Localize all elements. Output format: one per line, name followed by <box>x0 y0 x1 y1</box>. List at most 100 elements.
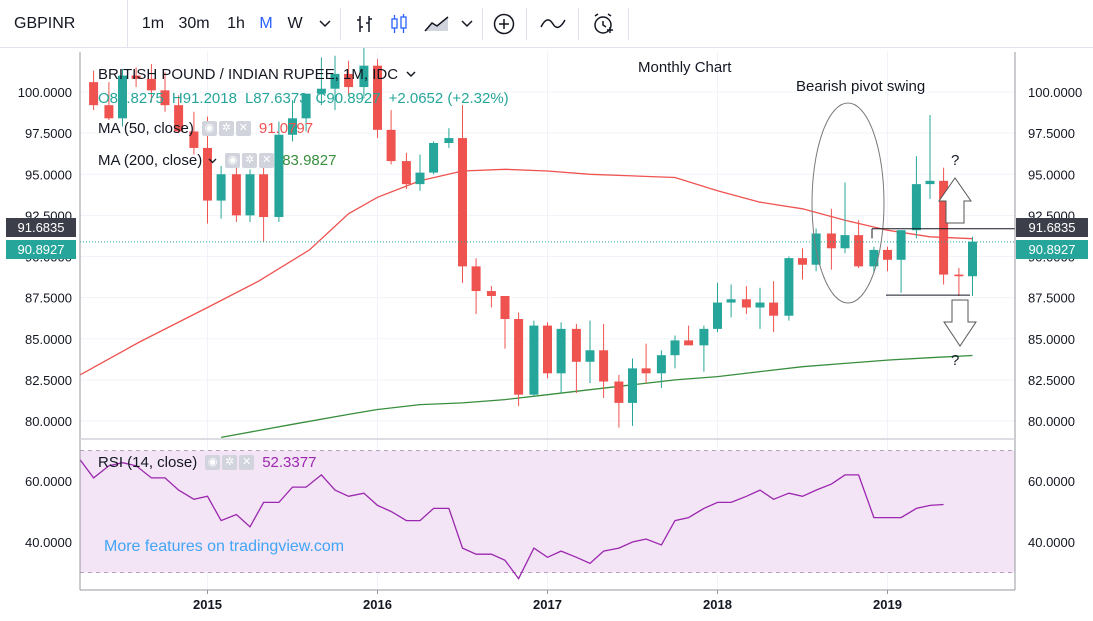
gear-icon[interactable]: ✲ <box>222 455 238 470</box>
symbol-legend: BRITISH POUND / INDIAN RUPEE, 1M, IDC <box>98 65 416 83</box>
arrow-down-icon <box>943 299 977 347</box>
candle-body <box>968 241 977 277</box>
eye-icon[interactable]: ◉ <box>225 152 241 168</box>
close-icon[interactable]: ✕ <box>259 152 275 168</box>
price-tick-left: 80.0000 <box>25 414 72 429</box>
candle-body <box>344 73 354 88</box>
ma50-value: 91.0797 <box>258 120 314 137</box>
ohlc-high: H91.2018 <box>171 90 237 107</box>
candle <box>713 282 722 333</box>
candle <box>146 64 156 102</box>
chevron-down-icon[interactable] <box>406 65 416 83</box>
annotations <box>80 102 1015 347</box>
interval-month[interactable]: M <box>259 14 273 32</box>
candle-body <box>755 302 765 308</box>
candle <box>670 335 680 369</box>
time-tick-label: 2018 <box>703 597 732 612</box>
symbol-search[interactable]: GBPINR <box>0 0 128 47</box>
indicators-icon[interactable] <box>534 0 572 47</box>
rsi-line <box>79 459 944 580</box>
chevron-down-icon[interactable] <box>456 0 478 47</box>
candle-body <box>259 174 269 218</box>
eye-icon[interactable]: ◉ <box>205 455 221 470</box>
candle <box>316 57 326 106</box>
candle-body <box>231 174 241 216</box>
interval-1m[interactable]: 1m <box>141 14 165 32</box>
gear-icon[interactable]: ✲ <box>242 152 258 168</box>
candle <box>245 169 255 222</box>
price-tick-left: 97.5000 <box>25 126 72 141</box>
close-icon[interactable]: ✕ <box>235 121 251 136</box>
rsi-levels <box>80 450 1015 573</box>
candle <box>330 55 340 111</box>
candle <box>160 72 170 112</box>
interval-week[interactable]: W <box>287 14 303 32</box>
candle <box>500 295 510 349</box>
price-tick-left: 82.5000 <box>25 373 72 388</box>
candle <box>769 281 779 333</box>
candle <box>458 105 467 283</box>
eye-icon[interactable]: ◉ <box>201 121 217 136</box>
question-down: ? <box>951 352 960 369</box>
area-icon[interactable] <box>420 0 454 47</box>
candle <box>854 220 864 269</box>
price-tick-right: 95.0000 <box>1028 167 1075 182</box>
candle <box>543 322 552 379</box>
candle-body <box>954 274 964 277</box>
candle <box>869 246 879 273</box>
gear-icon[interactable]: ✲ <box>218 121 234 136</box>
time-tick-label: 2019 <box>873 597 902 612</box>
candle <box>826 208 836 270</box>
candle-body <box>529 325 539 395</box>
ma50-legend: MA (50, close) ◉ ✲ ✕ 91.0797 <box>98 120 313 137</box>
alert-clock-icon[interactable] <box>586 0 620 47</box>
candle-body <box>444 138 454 143</box>
candles-icon[interactable] <box>384 0 414 47</box>
candle <box>344 60 354 96</box>
symbol-title: BRITISH POUND / INDIAN RUPEE, 1M, IDC <box>98 65 399 83</box>
candle-body <box>486 291 496 296</box>
candle <box>896 230 906 293</box>
bar-style-icon[interactable] <box>348 0 382 47</box>
chevron-down-icon[interactable] <box>314 0 336 47</box>
candle <box>726 284 736 318</box>
price-tick-right: 97.5000 <box>1028 126 1075 141</box>
candle <box>104 82 114 120</box>
candle-body <box>854 235 864 267</box>
candle-body <box>274 134 284 218</box>
chart-canvas[interactable]: 100.0000 100.0000 97.5000 97.5000 95.0000 95.… <box>0 48 1093 621</box>
tradingview-watermark[interactable]: More features on tradingview.com <box>104 538 345 555</box>
candle <box>89 70 99 111</box>
last-price-tag-left: 90.8927 <box>6 240 76 259</box>
candle <box>386 110 396 165</box>
candle-body <box>896 230 906 260</box>
ma200-value: 83.9827 <box>282 151 337 169</box>
candle-body <box>301 93 311 119</box>
candle-body <box>146 78 156 91</box>
candle <box>231 162 241 222</box>
candle <box>585 320 595 384</box>
compare-add-icon[interactable] <box>488 0 520 47</box>
candle-body <box>670 340 680 356</box>
candle-body <box>699 328 709 346</box>
candle-body <box>104 105 114 119</box>
close-icon[interactable]: ✕ <box>239 455 255 470</box>
toolbar-divider <box>340 8 341 40</box>
last-price-tag: 90.8927 <box>1016 240 1088 259</box>
time-tick-label: 2015 <box>193 597 222 612</box>
rsi-tick-left: 60.0000 <box>25 474 72 489</box>
question-up: ? <box>951 152 960 169</box>
candle-body <box>458 138 467 267</box>
toolbar: GBPINR 1m 30m 1h M W <box>0 0 1093 48</box>
ohlc-close: C90.8927 <box>315 90 381 107</box>
interval-30m[interactable]: 30m <box>178 14 210 32</box>
ma50-label: MA (50, close) <box>98 120 194 137</box>
candle-body <box>599 350 609 382</box>
candle <box>174 95 184 134</box>
candle-body <box>500 295 510 320</box>
axes <box>79 52 1016 591</box>
candle <box>954 268 964 296</box>
ma200-label: MA (200, close) <box>98 151 203 169</box>
interval-1h[interactable]: 1h <box>227 14 245 32</box>
chevron-down-icon[interactable] <box>208 151 217 169</box>
